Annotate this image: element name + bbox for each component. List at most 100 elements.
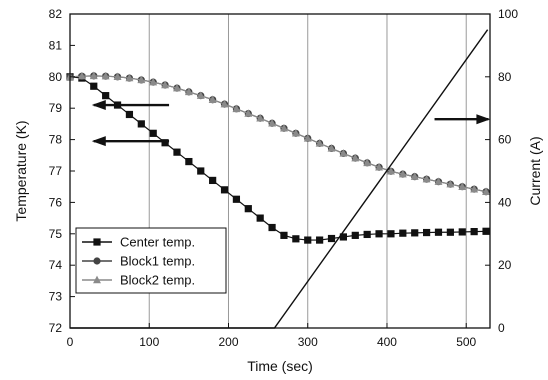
data-point-square — [399, 229, 407, 237]
data-point-triangle — [339, 149, 348, 157]
x-axis-title: Time (sec) — [247, 358, 313, 374]
arrow-annotation-2 — [91, 136, 170, 147]
data-point-triangle — [113, 72, 122, 81]
data-point-square — [244, 205, 252, 213]
series-1 — [66, 73, 490, 244]
legend-label: Block1 temp. — [120, 254, 195, 269]
arrow-head — [91, 100, 106, 111]
y-tick-label: 74 — [49, 258, 63, 272]
series-line — [69, 75, 487, 193]
y2-tick-label: 60 — [498, 133, 512, 147]
x-tick-label: 100 — [139, 335, 159, 349]
arrow-head — [476, 114, 491, 125]
data-point-triangle — [101, 71, 110, 80]
data-point-triangle — [268, 118, 277, 127]
y2-tick-label: 20 — [498, 258, 512, 272]
data-point-triangle — [482, 187, 490, 195]
data-point-square — [292, 235, 300, 243]
legend-entry: Block1 temp. — [82, 254, 195, 269]
data-point-triangle — [386, 166, 395, 175]
y2-tick-label: 80 — [498, 70, 512, 84]
data-point-triangle — [220, 99, 229, 108]
data-point-square — [446, 228, 454, 236]
series-group — [66, 29, 490, 329]
y-tick-label: 81 — [49, 38, 63, 52]
data-point-triangle — [244, 109, 253, 117]
x-tick-label: 400 — [377, 335, 397, 349]
data-point-triangle — [458, 182, 467, 190]
data-point-triangle — [363, 158, 372, 167]
data-point-square — [268, 223, 276, 232]
data-point-square — [161, 139, 169, 147]
data-point-square — [470, 228, 478, 236]
data-point-triangle — [125, 73, 134, 82]
y-tick-label: 79 — [49, 101, 63, 115]
data-point-triangle — [149, 77, 158, 86]
data-point-triangle — [446, 179, 455, 188]
data-point-square — [137, 120, 145, 128]
data-point-triangle — [93, 275, 101, 284]
x-tick-label: 300 — [298, 335, 318, 349]
data-point-square — [375, 230, 383, 238]
data-point-triangle — [398, 169, 407, 178]
data-point-square — [197, 167, 205, 175]
data-point-triangle — [256, 113, 265, 122]
data-point-square — [458, 228, 466, 236]
y-tick-label: 82 — [49, 7, 63, 21]
arrow-annotation-1 — [91, 100, 170, 111]
data-point-triangle — [351, 153, 360, 162]
y2-axis-title: Current (A) — [527, 136, 543, 205]
data-point-square — [411, 229, 419, 237]
data-point-square — [93, 238, 101, 246]
y2-tick-label: 40 — [498, 195, 512, 209]
y-axis-title: Temperature (K) — [13, 120, 29, 221]
data-point-triangle — [291, 129, 300, 137]
data-point-square — [351, 231, 359, 239]
data-point-square — [102, 92, 110, 100]
data-point-square — [423, 228, 431, 237]
data-point-triangle — [434, 177, 443, 185]
data-point-square — [256, 214, 264, 222]
data-point-triangle — [303, 134, 312, 142]
data-point-square — [209, 176, 217, 185]
y-tick-label: 77 — [49, 164, 63, 178]
data-point-square — [280, 231, 288, 239]
data-point-triangle — [173, 83, 181, 92]
x-tick-label: 200 — [218, 335, 238, 349]
data-point-triangle — [137, 75, 146, 84]
data-point-square — [304, 236, 312, 244]
legend-entry: Center temp. — [82, 235, 195, 250]
series-3 — [66, 71, 490, 195]
axis-ticks: 0 100 200 300 400 500 72 73 74 75 76 77 78 79 80 81 82 0 2… — [49, 7, 519, 349]
legend: Center temp. Block1 temp. Block2 temp. — [75, 227, 227, 294]
data-point-square — [339, 233, 347, 241]
data-point-triangle — [375, 162, 384, 171]
data-point-triangle — [327, 144, 336, 152]
data-point-square — [387, 230, 395, 238]
data-point-square — [363, 230, 371, 239]
data-point-triangle — [232, 104, 241, 113]
data-point-triangle — [184, 87, 193, 96]
annotations — [91, 100, 491, 147]
data-point-square — [316, 236, 324, 244]
data-point-square — [434, 228, 443, 236]
data-point-circle — [93, 257, 101, 265]
data-point-triangle — [196, 91, 205, 99]
data-point-triangle — [422, 174, 431, 183]
data-point-triangle — [470, 184, 479, 193]
y-tick-label: 78 — [49, 133, 63, 147]
data-point-square — [232, 195, 241, 203]
arrow-head — [91, 136, 106, 147]
data-point-triangle — [280, 123, 288, 132]
y-tick-label: 75 — [49, 227, 63, 241]
series-line — [69, 75, 487, 193]
data-point-triangle — [315, 139, 324, 147]
legend-entry: Block2 temp. — [82, 273, 195, 288]
data-point-square — [327, 234, 336, 243]
y-tick-label: 80 — [49, 70, 63, 84]
data-point-square — [149, 129, 157, 137]
arrow-annotation-3 — [434, 114, 491, 125]
data-point-triangle — [208, 95, 217, 103]
x-tick-label: 500 — [456, 335, 476, 349]
